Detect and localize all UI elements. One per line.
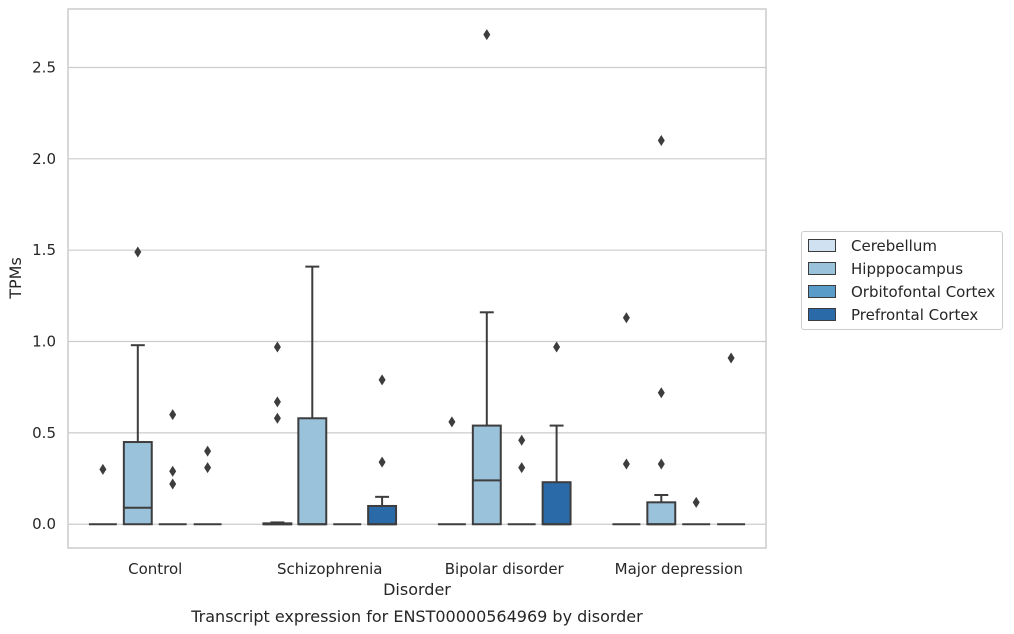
legend-swatch xyxy=(808,285,836,298)
y-tick-label: 2.0 xyxy=(32,150,56,168)
outlier-point xyxy=(169,478,177,490)
legend-item: Cerebellum xyxy=(802,234,1002,257)
outlier-point xyxy=(448,416,456,428)
outlier-point xyxy=(657,135,665,147)
x-tick-label: Control xyxy=(128,560,182,578)
outlier-point xyxy=(273,412,281,424)
legend-label: Hipppocampus xyxy=(851,259,964,278)
plot-frame xyxy=(67,8,767,549)
x-axis-ticks: Control Schizophrenia Bipolar disorder Majo… xyxy=(128,560,743,578)
legend-item: Prefrontal Cortex xyxy=(802,303,1002,326)
outlier-point xyxy=(657,387,665,399)
legend-label: Orbitofontal Cortex xyxy=(851,282,996,301)
box-plot-area xyxy=(88,29,746,526)
y-tick-label: 1.0 xyxy=(32,333,56,351)
x-tick-label: Bipolar disorder xyxy=(445,560,565,578)
box-2-0 xyxy=(158,409,187,526)
box-1-1 xyxy=(297,265,328,526)
legend-swatch xyxy=(808,308,836,321)
box-3-1 xyxy=(367,374,398,526)
outlier-point xyxy=(273,341,281,353)
box-0-2 xyxy=(437,416,466,526)
y-tick-label: 0.0 xyxy=(32,515,56,533)
outlier-point xyxy=(378,374,386,386)
box-0-1 xyxy=(262,341,293,526)
outlier-point xyxy=(204,445,212,457)
box-1-0 xyxy=(122,246,153,526)
x-axis-label: Disorder xyxy=(383,580,451,599)
box-1-3 xyxy=(646,135,677,526)
box xyxy=(122,441,153,526)
box-2-3 xyxy=(682,496,711,526)
outlier-point xyxy=(204,462,212,474)
box-3-2 xyxy=(541,341,572,526)
outlier-point xyxy=(134,246,142,258)
legend-item: Hipppocampus xyxy=(802,257,1002,280)
outlier-point xyxy=(553,341,561,353)
legend-swatch xyxy=(808,239,836,252)
legend-swatch xyxy=(808,262,836,275)
x-tick-label: Schizophrenia xyxy=(277,560,382,578)
legend-label: Cerebellum xyxy=(851,236,937,255)
outlier-point xyxy=(99,463,107,475)
y-axis-label: TPMs xyxy=(6,257,25,300)
outlier-point xyxy=(378,456,386,468)
y-axis-ticks: 0.0 0.5 1.0 1.5 2.0 2.5 xyxy=(32,58,56,533)
outlier-point xyxy=(622,458,630,470)
box-2-2 xyxy=(507,434,536,526)
y-tick-label: 2.5 xyxy=(32,58,56,76)
y-tick-label: 1.5 xyxy=(32,241,56,259)
box-1-2 xyxy=(471,29,502,526)
box xyxy=(471,424,502,526)
outlier-point xyxy=(273,396,281,408)
outlier-point xyxy=(169,465,177,477)
legend-label: Prefrontal Cortex xyxy=(851,305,979,324)
chart-caption: Transcript expression for ENST0000056496… xyxy=(190,607,643,626)
box xyxy=(297,417,328,526)
box xyxy=(541,481,572,526)
box-3-0 xyxy=(193,445,222,526)
legend: Cerebellum Hipppocampus Orbitofontal Corte… xyxy=(801,231,1003,330)
outlier-point xyxy=(518,434,526,446)
outlier-point xyxy=(657,458,665,470)
box-3-3 xyxy=(717,352,746,526)
box-0-3 xyxy=(612,312,641,526)
outlier-point xyxy=(692,496,700,508)
box xyxy=(646,501,677,526)
outlier-point xyxy=(483,29,491,41)
box xyxy=(367,504,398,526)
box-0-0 xyxy=(88,463,117,526)
x-tick-label: Major depression xyxy=(615,560,743,578)
outlier-point xyxy=(727,352,735,364)
outlier-point xyxy=(518,462,526,474)
outlier-point xyxy=(169,409,177,421)
y-tick-label: 0.5 xyxy=(32,424,56,442)
outlier-point xyxy=(622,312,630,324)
legend-item: Orbitofontal Cortex xyxy=(802,280,1002,303)
